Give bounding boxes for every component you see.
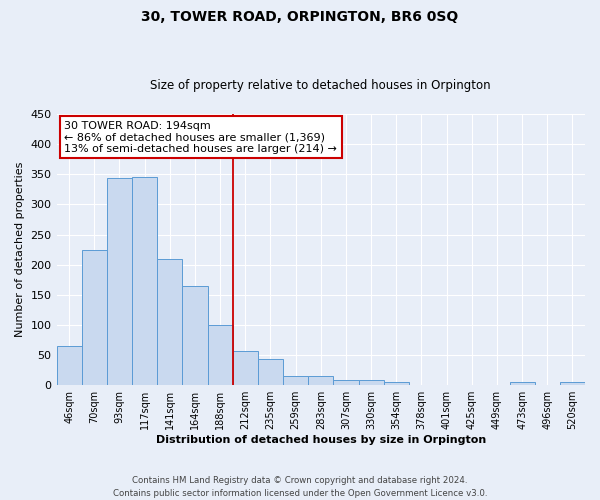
Text: 30 TOWER ROAD: 194sqm
← 86% of detached houses are smaller (1,369)
13% of semi-d: 30 TOWER ROAD: 194sqm ← 86% of detached … xyxy=(64,121,337,154)
Bar xyxy=(56,346,82,385)
Bar xyxy=(82,250,107,385)
Title: Size of property relative to detached houses in Orpington: Size of property relative to detached ho… xyxy=(151,79,491,92)
Text: 30, TOWER ROAD, ORPINGTON, BR6 0SQ: 30, TOWER ROAD, ORPINGTON, BR6 0SQ xyxy=(142,10,458,24)
Bar xyxy=(208,325,233,385)
Bar xyxy=(107,178,132,385)
Bar xyxy=(308,376,334,385)
Text: Contains HM Land Registry data © Crown copyright and database right 2024.
Contai: Contains HM Land Registry data © Crown c… xyxy=(113,476,487,498)
Y-axis label: Number of detached properties: Number of detached properties xyxy=(15,162,25,338)
Bar xyxy=(509,382,535,385)
Bar xyxy=(157,258,182,385)
X-axis label: Distribution of detached houses by size in Orpington: Distribution of detached houses by size … xyxy=(155,435,486,445)
Bar xyxy=(258,360,283,385)
Bar xyxy=(409,384,434,385)
Bar xyxy=(560,382,585,385)
Bar xyxy=(434,384,459,385)
Bar xyxy=(283,376,308,385)
Bar xyxy=(233,351,258,385)
Bar xyxy=(359,380,383,385)
Bar xyxy=(334,380,359,385)
Bar xyxy=(182,286,208,385)
Bar xyxy=(383,382,409,385)
Bar xyxy=(132,178,157,385)
